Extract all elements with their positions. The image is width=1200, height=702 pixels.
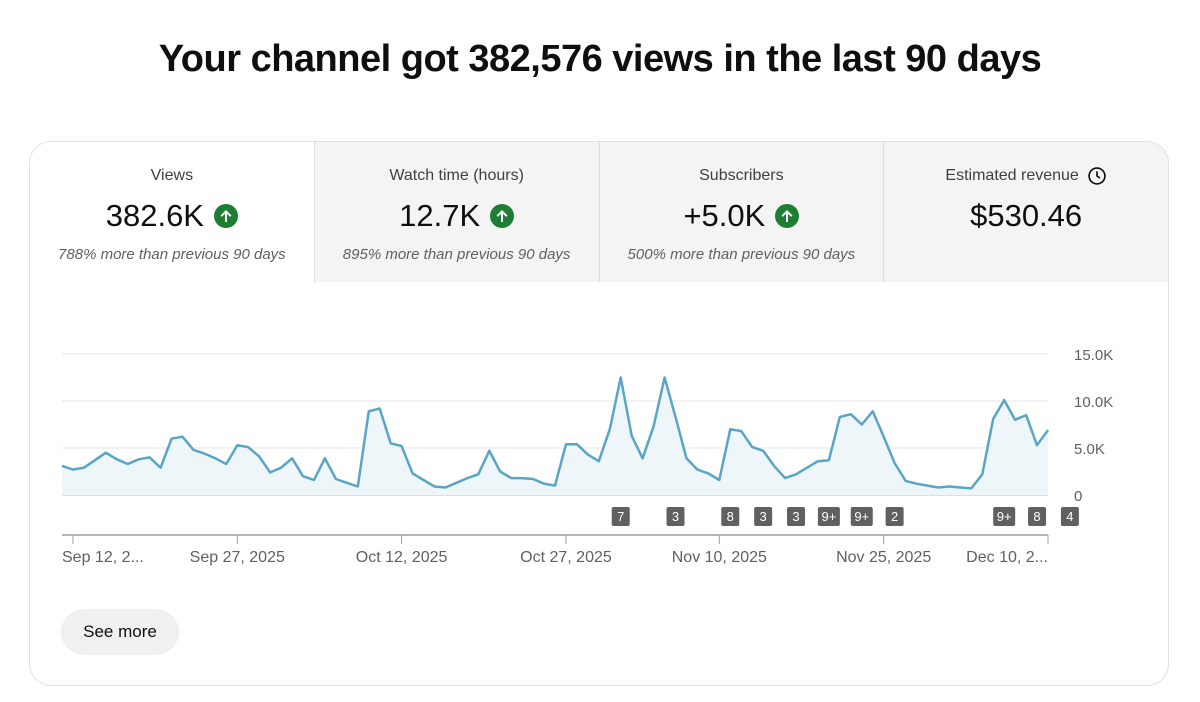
- event-marker-label: 3: [792, 509, 799, 524]
- event-marker-badge: [885, 507, 904, 526]
- views-chart: 0 5.0K 10.0K 15.0K 7 3 8 3 3 9+ 9+ 2 9+ 8 4 Sep 12, 2…: [61, 347, 1113, 566]
- trend-up-icon: [775, 204, 800, 228]
- event-marker[interactable]: 2: [885, 507, 904, 526]
- event-marker-badge: [993, 507, 1016, 526]
- page-headline: Your channel got 382,576 views in the la…: [158, 38, 1042, 80]
- event-marker-label: 9+: [997, 509, 1012, 524]
- event-marker[interactable]: 9+: [817, 507, 840, 526]
- event-marker[interactable]: 3: [754, 507, 773, 526]
- analytics-card: Views 382.6K 788% more than previous 90 …: [29, 141, 1169, 686]
- tab-label: Estimated revenue: [945, 167, 1079, 184]
- y-tick-label: 10.0K: [1074, 394, 1113, 411]
- event-marker-label: 4: [1066, 509, 1073, 524]
- metric-tabs: Views 382.6K 788% more than previous 90 …: [30, 142, 1168, 282]
- event-marker[interactable]: 9+: [993, 507, 1016, 526]
- tab-value: 382.6K: [105, 198, 204, 233]
- event-marker-badge: [787, 507, 806, 526]
- tab-label: Subscribers: [699, 167, 784, 184]
- event-marker[interactable]: 4: [1060, 507, 1079, 526]
- event-marker[interactable]: 7: [611, 507, 630, 526]
- event-marker[interactable]: 8: [1028, 507, 1047, 526]
- event-marker-label: 3: [760, 509, 767, 524]
- event-marker-label: 8: [1033, 509, 1040, 524]
- clock-icon[interactable]: [1087, 166, 1107, 186]
- event-marker[interactable]: 8: [721, 507, 740, 526]
- tab-watch-time[interactable]: Watch time (hours) 12.7K 895% more than …: [314, 142, 600, 282]
- x-tick-label: Nov 10, 2025: [672, 549, 767, 566]
- tab-value: +5.0K: [683, 198, 766, 233]
- x-tick-label: Oct 12, 2025: [356, 549, 448, 566]
- x-tick-label: Nov 25, 2025: [836, 549, 931, 566]
- y-tick-label: 5.0K: [1074, 441, 1105, 458]
- tab-subscribers[interactable]: Subscribers +5.0K 500% more than previou…: [599, 142, 885, 282]
- y-tick-label: 0: [1074, 488, 1082, 505]
- event-marker-badge: [1028, 507, 1047, 526]
- x-tick-label: Sep 12, 2...: [62, 549, 144, 566]
- trend-up-icon: [490, 204, 515, 228]
- event-marker-label: 8: [727, 509, 734, 524]
- x-tick-label: Oct 27, 2025: [520, 549, 612, 566]
- event-marker[interactable]: 3: [787, 507, 806, 526]
- see-more-button[interactable]: See more: [61, 609, 179, 655]
- trend-up-icon: [214, 204, 238, 228]
- event-marker-badge: [666, 507, 685, 526]
- event-marker[interactable]: 9+: [850, 507, 873, 526]
- event-marker-badge: [1060, 507, 1079, 526]
- tab-label: Views: [150, 167, 194, 184]
- tab-label: Watch time (hours): [389, 167, 524, 184]
- event-marker-badge: [721, 507, 740, 526]
- tab-label-row: Estimated revenue: [884, 166, 1168, 186]
- tab-comparison: 788% more than previous 90 days: [58, 246, 286, 263]
- tab-comparison: 895% more than previous 90 days: [342, 246, 571, 263]
- x-tick-label: Sep 27, 2025: [190, 549, 285, 566]
- tab-views[interactable]: Views 382.6K 788% more than previous 90 …: [30, 142, 315, 282]
- tab-comparison: 500% more than previous 90 days: [627, 246, 856, 263]
- tab-value: 12.7K: [399, 198, 481, 233]
- tab-value: $530.46: [970, 198, 1083, 233]
- event-marker-badge: [611, 507, 630, 526]
- event-marker-label: 9+: [821, 509, 836, 524]
- event-marker-badge: [850, 507, 873, 526]
- event-marker[interactable]: 3: [666, 507, 685, 526]
- event-marker-label: 3: [672, 509, 679, 524]
- event-marker-label: 7: [617, 509, 624, 524]
- y-tick-label: 15.0K: [1074, 347, 1113, 364]
- x-tick-label: Dec 10, 2...: [966, 549, 1048, 566]
- event-marker-label: 9+: [854, 509, 869, 524]
- views-area: [62, 377, 1048, 495]
- event-marker-badge: [754, 507, 773, 526]
- event-marker-badge: [817, 507, 840, 526]
- views-line: [61, 376, 1050, 490]
- event-marker-label: 2: [891, 509, 898, 524]
- tab-estimated-revenue[interactable]: Estimated revenue $530.46: [884, 142, 1168, 282]
